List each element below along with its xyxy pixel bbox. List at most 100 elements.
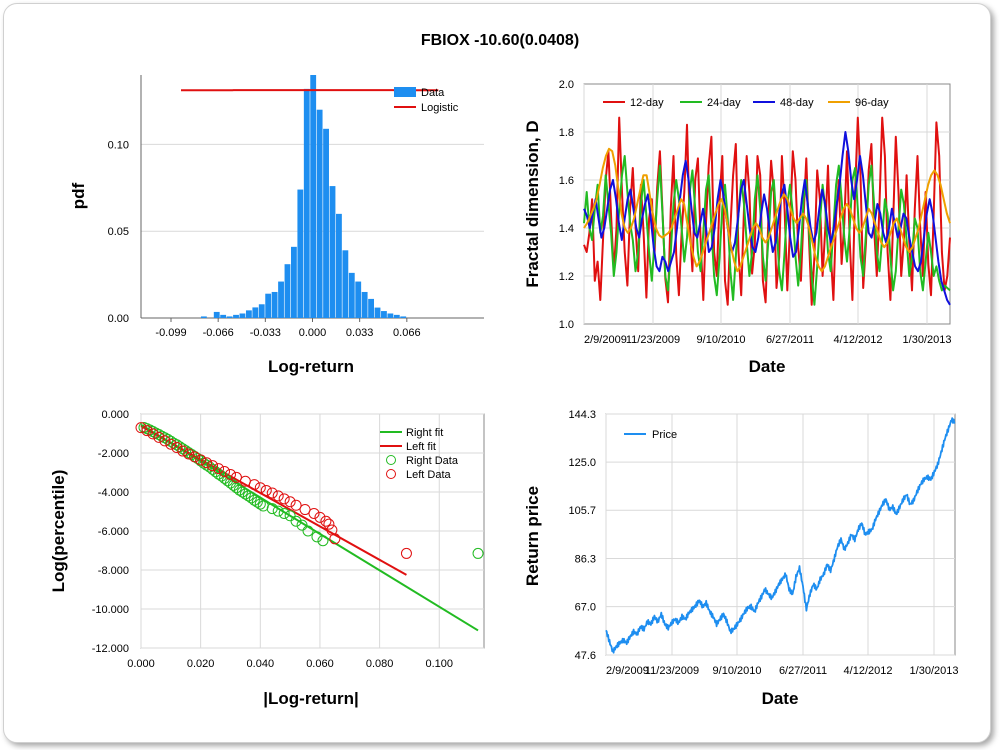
percentile-point-left-data [284, 496, 296, 508]
legend-left-data-swatch [386, 469, 396, 479]
percentile-point-right-data [272, 505, 284, 517]
hist-bar [278, 281, 284, 318]
percentile-point-left-data [165, 438, 177, 450]
hist-xtick-label: -0.066 [203, 327, 234, 339]
percentile-point-left-data [314, 511, 326, 523]
hist-bar [284, 264, 291, 318]
hist-bar [213, 311, 220, 318]
fractal-ytick-label: 1.2 [559, 271, 574, 283]
hist-bar [245, 310, 252, 318]
percentile-point-right-data [266, 503, 278, 515]
legend-right-data-swatch [386, 455, 396, 465]
legend-price-label: Price [652, 429, 677, 441]
percentile-point-left-data [189, 451, 201, 463]
legend-24-day-label: 24-day [707, 97, 741, 109]
fractal-xtick-label: 1/30/2013 [903, 334, 952, 346]
price-xtick-label: 1/30/2013 [910, 665, 959, 677]
histogram-panel: Log-return pdf -0.099 -0.066 -0.033 0.000 0.… [69, 75, 484, 376]
price-plot-area [605, 413, 956, 656]
percentile-point-left-data [260, 484, 272, 496]
percentile-point-right-data [472, 547, 484, 559]
fractal-xtick-label: 4/12/2012 [834, 334, 883, 346]
fractal-xtick-label: 11/23/2009 [626, 334, 680, 346]
price-ytick-label: 67.0 [575, 602, 596, 614]
price-ytick-label: 47.6 [575, 650, 596, 662]
hist-bar [361, 291, 368, 318]
percentile-point-left-data [195, 454, 207, 466]
legend-data-swatch [394, 87, 416, 97]
price-xtick-label: 11/23/2009 [645, 665, 699, 677]
price-xtick-label: 2/9/2009 [606, 665, 649, 677]
hist-ytick-label: 0.10 [108, 139, 129, 151]
page-title: FBIOX -10.60(0.0408) [420, 32, 580, 49]
percentile-point-left-data [213, 463, 225, 475]
percentile-xtick-label: 0.000 [127, 658, 155, 670]
fractal-panel: Date Fractal dimension, D 2/9/2009 11/23/… [523, 79, 951, 376]
percentile-point-right-data [290, 515, 302, 527]
price-xtick-label: 6/27/2011 [779, 665, 827, 677]
legend-right-data-label: Right Data [406, 455, 459, 467]
percentile-point-left-data [299, 504, 311, 516]
percentile-point-left-data [266, 487, 278, 499]
fractal-ytick-label: 1.6 [559, 175, 574, 187]
percentile-xlabel: |Log-return| [263, 689, 358, 708]
percentile-xtick-label: 0.100 [425, 658, 453, 670]
hist-xtick-label: 0.033 [346, 327, 374, 339]
percentile-point-left-data [141, 425, 153, 437]
hist-bar [400, 316, 407, 318]
hist-xlabel: Log-return [268, 357, 354, 376]
percentile-point-left-data [248, 479, 260, 491]
legend-48-day-label: 48-day [780, 97, 814, 109]
percentile-point-left-data [272, 490, 284, 502]
percentile-point-right-data [210, 466, 222, 478]
hist-bar [226, 316, 233, 318]
percentile-point-right-data [213, 468, 225, 480]
price-ylabel: Return price [523, 486, 542, 586]
hist-xtick-label: 0.066 [393, 327, 421, 339]
legend-left-fit-label: Left fit [406, 441, 436, 453]
hist-bar [265, 293, 272, 318]
percentile-point-left-data [224, 468, 236, 480]
hist-bar [239, 313, 246, 318]
percentile-point-left-data [135, 422, 147, 434]
price-ytick-label: 105.7 [568, 505, 596, 517]
hist-bar [316, 109, 323, 318]
hist-bar [323, 128, 329, 318]
hist-bar [336, 213, 342, 318]
percentile-point-left-data [278, 493, 290, 505]
legend-96-day-label: 96-day [855, 97, 889, 109]
legend-logistic-label: Logistic [421, 102, 459, 114]
percentile-point-right-data [296, 519, 308, 531]
fractal-xlabel: Date [749, 357, 786, 376]
percentile-point-left-data [171, 442, 183, 454]
hist-bar [303, 88, 310, 318]
fractal-ytick-label: 2.0 [559, 79, 574, 91]
percentile-point-right-data [278, 507, 290, 519]
percentile-point-right-data [233, 484, 245, 496]
hist-bar [258, 304, 265, 318]
hist-bar [200, 316, 207, 318]
percentile-right-fit [140, 423, 479, 632]
percentile-point-left-data [153, 431, 165, 443]
percentile-point-right-data [302, 525, 314, 537]
percentile-point-left-data [290, 499, 302, 511]
percentile-ytick-label: -12.000 [92, 643, 129, 655]
fractal-xtick-label: 2/9/2009 [584, 334, 627, 346]
percentile-ytick-label: -8.000 [98, 565, 129, 577]
hist-bar [355, 281, 362, 318]
percentile-point-right-data [311, 531, 323, 543]
percentile-ytick-label: -4.000 [98, 487, 129, 499]
percentile-point-left-data [219, 466, 231, 478]
price-xtick-label: 9/10/2010 [713, 665, 762, 677]
percentile-xtick-label: 0.080 [366, 658, 394, 670]
legend-left-data-label: Left Data [406, 469, 452, 481]
percentile-ytick-label: -10.000 [92, 604, 129, 616]
percentile-point-right-data [254, 498, 266, 510]
price-xtick-label: 4/12/2012 [844, 665, 893, 677]
percentile-point-right-data [165, 435, 177, 447]
percentile-point-right-data [251, 496, 263, 508]
hist-xtick-label: -0.099 [155, 327, 186, 339]
percentile-point-right-data [245, 492, 257, 504]
